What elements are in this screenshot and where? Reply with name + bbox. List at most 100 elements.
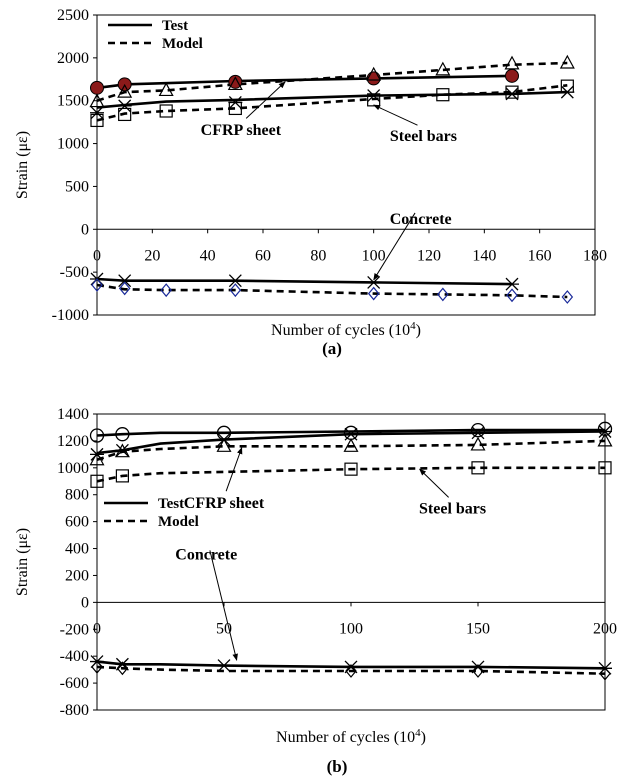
y-tick-label: 800	[65, 487, 89, 504]
panel-label: (a)	[322, 339, 342, 358]
data-point-diamond	[367, 286, 380, 301]
annotation-label: Steel bars	[419, 501, 486, 518]
x-axis-label-end: )	[421, 729, 426, 746]
data-point-square	[90, 113, 104, 128]
data-point-cross	[560, 85, 575, 99]
x-tick-label: 0	[93, 620, 101, 637]
data-point-cross	[598, 425, 612, 438]
x-tick-label: 20	[144, 247, 160, 264]
annotation-label: Concrete	[390, 211, 452, 228]
annotation-label: Concrete	[175, 546, 237, 563]
plot-frame	[96, 14, 596, 316]
data-point-filled-circle	[505, 68, 519, 83]
series-line-5	[96, 84, 568, 122]
data-point-diamond	[229, 283, 242, 298]
y-tick-label: 2000	[57, 50, 89, 67]
data-point-diamond	[91, 660, 103, 674]
data-point-square	[90, 474, 104, 488]
data-point-square	[159, 104, 173, 118]
data-point-cross	[344, 427, 358, 441]
data-point-square	[118, 107, 132, 122]
x-axis-label-sup: 4	[410, 320, 416, 332]
data-point-cross	[228, 274, 243, 288]
plot-frame	[96, 413, 606, 711]
x-tick-label: 150	[466, 620, 490, 637]
data-point-cross	[117, 274, 132, 288]
data-point-circle	[89, 428, 105, 443]
data-point-diamond	[599, 666, 611, 681]
y-tick-label: 1200	[57, 433, 89, 450]
y-tick-label: -1000	[52, 307, 89, 324]
data-point-triangle	[227, 76, 243, 91]
y-tick-label: 400	[65, 541, 89, 558]
data-point-square	[471, 461, 485, 475]
legend-label: Model	[158, 514, 199, 530]
x-tick-label: 0	[93, 247, 101, 264]
annotation-label: CFRP sheet	[201, 122, 282, 139]
x-tick-label: 60	[255, 247, 271, 264]
y-tick-label: 1400	[57, 406, 89, 423]
y-tick-label: 0	[81, 594, 89, 611]
series-line-4	[96, 61, 568, 102]
data-point-triangle	[597, 432, 613, 447]
data-point-cross	[471, 660, 485, 674]
data-point-filled-circle	[90, 80, 104, 95]
data-point-diamond	[116, 661, 129, 676]
x-axis-label-main: Number of cycles (10	[271, 322, 410, 339]
data-point-triangle	[343, 438, 359, 452]
annotation-label: CFRP sheet	[184, 495, 265, 512]
data-point-cross	[217, 659, 231, 673]
data-point-square	[505, 85, 519, 99]
data-point-cross	[90, 447, 104, 461]
data-point-diamond	[506, 288, 518, 303]
data-point-triangle	[470, 436, 486, 451]
data-point-cross	[217, 433, 231, 447]
y-tick-label: 1000	[57, 136, 89, 153]
data-point-cross	[344, 660, 358, 674]
data-point-triangle	[89, 93, 105, 108]
legend: Test Model	[108, 18, 203, 52]
y-tick-label: 600	[65, 514, 89, 531]
data-point-triangle	[435, 61, 451, 76]
data-point-cross	[366, 275, 381, 289]
annotation-arrow	[225, 446, 243, 492]
data-point-diamond	[472, 664, 484, 678]
data-point-cross	[366, 89, 381, 103]
y-tick-label: 500	[65, 178, 89, 195]
data-point-triangle	[366, 66, 382, 81]
annotation-arrow	[373, 212, 416, 281]
x-tick-label: 100	[339, 620, 363, 637]
y-axis-label: Strain (με)	[14, 528, 31, 596]
y-tick-label: 1500	[57, 93, 89, 110]
data-point-diamond	[561, 290, 574, 304]
x-tick-label: 180	[583, 247, 607, 264]
series-line-3	[96, 277, 513, 286]
x-tick-label: 100	[362, 247, 386, 264]
data-point-circle	[115, 427, 130, 442]
annotation-arrow	[373, 104, 418, 126]
legend: Test Model	[104, 496, 199, 530]
y-tick-label: -600	[60, 675, 89, 692]
annotation-arrow	[245, 81, 286, 119]
data-point-triangle	[559, 54, 575, 69]
x-axis-label: Number of cycles (104)	[276, 727, 426, 746]
data-point-diamond	[91, 278, 103, 292]
data-point-triangle	[117, 83, 133, 98]
annotation-label: Steel bars	[390, 128, 457, 145]
data-point-circle	[470, 422, 486, 438]
x-tick-label: 40	[200, 247, 216, 264]
y-tick-label: -200	[60, 621, 89, 638]
data-point-square	[436, 88, 450, 102]
x-axis-label-end: )	[416, 322, 421, 339]
series-line-5	[96, 466, 605, 483]
y-tick-label: -400	[60, 648, 89, 665]
annotation-arrow	[209, 550, 238, 661]
x-tick-label: 160	[528, 247, 552, 264]
y-tick-label: 1000	[57, 460, 89, 477]
data-point-diamond	[345, 664, 357, 678]
y-tick-label: 0	[81, 221, 89, 238]
data-point-cross	[115, 443, 130, 457]
annotation-arrow	[419, 468, 449, 498]
